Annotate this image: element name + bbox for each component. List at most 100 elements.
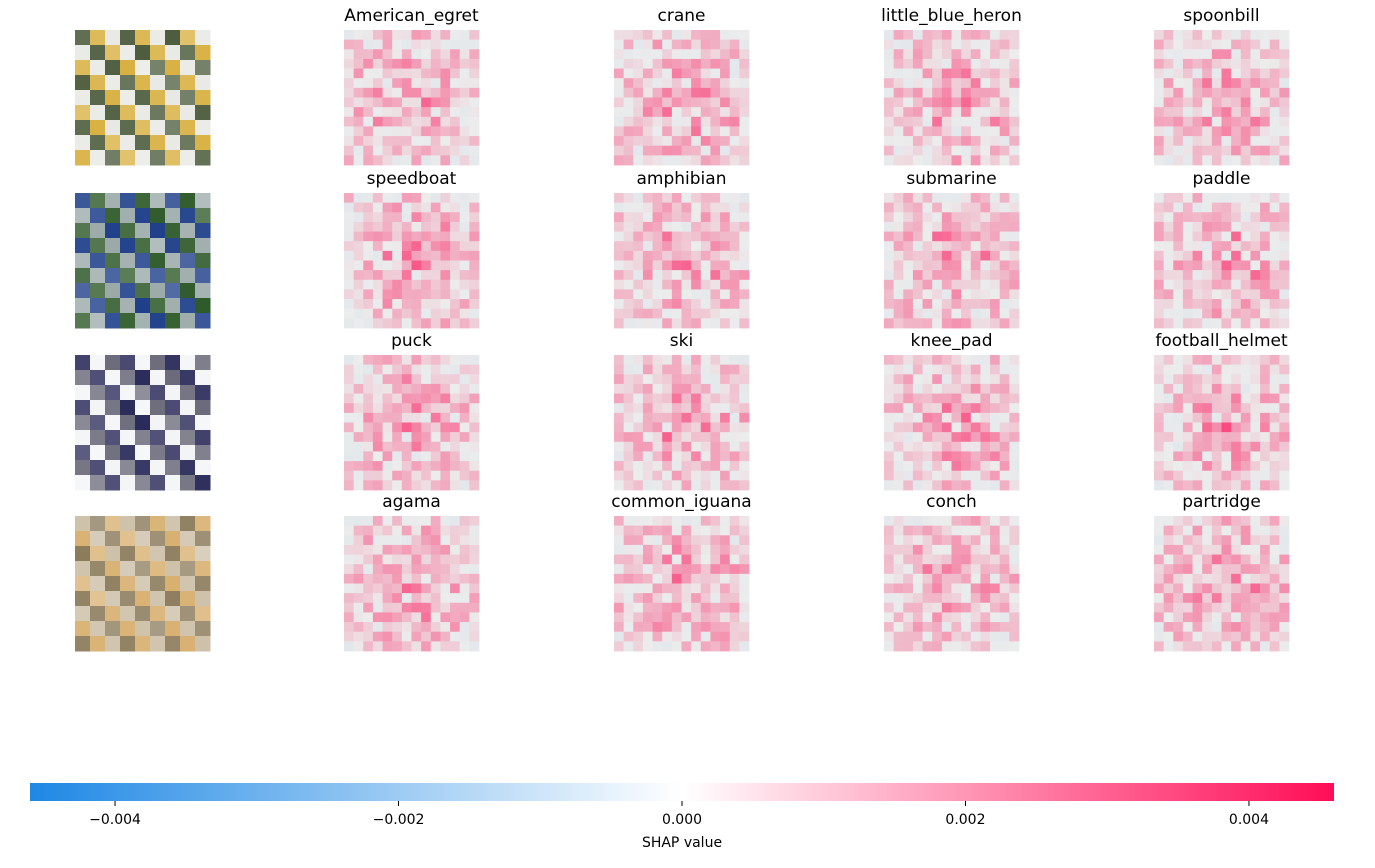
colorbar-label: SHAP value <box>642 835 722 851</box>
heatmap-cell <box>961 221 972 232</box>
heatmap-cell <box>401 374 412 385</box>
heatmap-cell <box>623 593 634 604</box>
heatmap-cell <box>729 480 740 491</box>
heatmap-cell <box>739 422 750 433</box>
heatmap-cell <box>999 593 1010 604</box>
heatmap-cell <box>1231 68 1242 79</box>
heatmap-cell <box>700 97 711 108</box>
heatmap-cell <box>633 155 644 166</box>
heatmap-cell <box>1269 573 1280 584</box>
heatmap-cell <box>970 279 981 290</box>
heatmap-cell <box>893 535 904 546</box>
heatmap-cell <box>884 58 895 69</box>
heatmap-cell <box>642 461 653 472</box>
heatmap-cell <box>999 308 1010 319</box>
heatmap-cell <box>344 564 355 575</box>
heatmap-cell <box>1211 461 1222 472</box>
heatmap-cell <box>363 231 374 242</box>
heatmap-cell <box>893 441 904 452</box>
heatmap-cell <box>739 308 750 319</box>
heatmap-cell <box>1221 451 1232 462</box>
heatmap-cell <box>623 107 634 118</box>
heatmap-cell <box>623 299 634 310</box>
heatmap-cell <box>912 30 923 41</box>
heatmap-cell <box>1279 39 1290 50</box>
heatmap-cell <box>459 393 470 404</box>
heatmap-cell <box>1269 49 1280 60</box>
heatmap-cell <box>344 241 355 252</box>
heatmap-cell <box>633 403 644 414</box>
heatmap-cell <box>1182 364 1193 375</box>
heatmap-cell <box>372 383 383 394</box>
heatmap-cell <box>1163 116 1174 127</box>
heatmap-cell <box>1221 393 1232 404</box>
heatmap-cell <box>401 270 412 281</box>
heatmap-cell <box>662 544 673 555</box>
heatmap-cell <box>1192 516 1203 527</box>
heatmap-cell <box>372 461 383 472</box>
heatmap-cell <box>1221 202 1232 213</box>
heatmap-cell <box>459 461 470 472</box>
heatmap-cell <box>999 412 1010 423</box>
heatmap-cell <box>1250 461 1261 472</box>
heatmap-cell <box>700 641 711 652</box>
heatmap-cell <box>1173 39 1184 50</box>
heatmap-cell <box>671 270 682 281</box>
heatmap-cell <box>652 564 663 575</box>
heatmap-cell <box>1173 49 1184 60</box>
heatmap-cell <box>353 516 364 527</box>
heatmap-cell <box>1231 525 1242 536</box>
heatmap-cell <box>980 308 991 319</box>
heatmap-cell <box>392 145 403 156</box>
heatmap-cell <box>729 564 740 575</box>
heatmap-cell <box>1173 441 1184 452</box>
heatmap-cell <box>1192 279 1203 290</box>
heatmap-cell <box>1182 126 1193 137</box>
heatmap-cell <box>903 470 914 481</box>
heatmap-cell <box>1154 231 1165 242</box>
heatmap-cell <box>932 393 943 404</box>
heatmap-cell <box>893 480 904 491</box>
heatmap-cell <box>1211 554 1222 565</box>
heatmap-cell <box>623 145 634 156</box>
heatmap-cell <box>729 631 740 642</box>
heatmap-cell <box>1192 355 1203 366</box>
heatmap-cell <box>932 49 943 60</box>
heatmap-cell <box>903 516 914 527</box>
heatmap-cell <box>430 602 441 613</box>
heatmap-cell <box>922 279 933 290</box>
heatmap-cell <box>633 308 644 319</box>
heatmap-cell <box>363 583 374 594</box>
heatmap-cell <box>440 612 451 623</box>
heatmap-cell <box>912 525 923 536</box>
heatmap-cell <box>1182 30 1193 41</box>
heatmap-cell <box>739 68 750 79</box>
heatmap-cell <box>1163 602 1174 613</box>
heatmap-cell <box>344 49 355 60</box>
heatmap-cell <box>353 136 364 147</box>
heatmap-cell <box>430 525 441 536</box>
heatmap-cell <box>932 612 943 623</box>
heatmap-cell <box>1211 383 1222 394</box>
heatmap-cell <box>1211 441 1222 452</box>
heatmap-cell <box>652 535 663 546</box>
heatmap-cell <box>430 97 441 108</box>
heatmap-cell <box>392 641 403 652</box>
heatmap-cell <box>363 279 374 290</box>
heatmap-cell <box>1173 212 1184 223</box>
heatmap-cell <box>469 107 480 118</box>
heatmap-cell <box>681 202 692 213</box>
heatmap-cell <box>1269 383 1280 394</box>
heatmap-cell <box>912 641 923 652</box>
heatmap-cell <box>372 58 383 69</box>
heatmap-cell <box>884 602 895 613</box>
panels-grid: American_egret crane little_blue_heron spoo… <box>75 6 1290 652</box>
heatmap-cell <box>344 231 355 242</box>
heatmap-cell <box>729 241 740 252</box>
heatmap-cell <box>642 136 653 147</box>
heatmap-cell <box>1163 612 1174 623</box>
heatmap-cell <box>1009 535 1020 546</box>
heatmap-cell <box>440 355 451 366</box>
heatmap-cell <box>999 68 1010 79</box>
heatmap-cell <box>411 583 422 594</box>
